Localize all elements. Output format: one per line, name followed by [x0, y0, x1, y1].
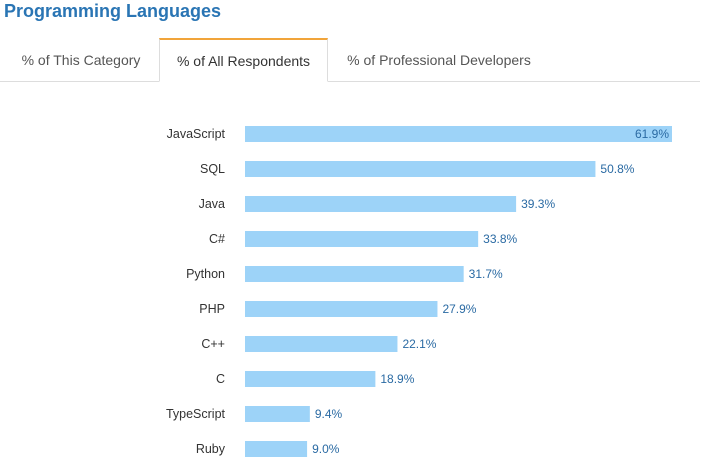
value-label: 22.1%: [402, 337, 436, 351]
category-label: JavaScript: [167, 127, 226, 141]
bar[interactable]: [245, 371, 376, 387]
bar[interactable]: [245, 441, 308, 457]
tab-this-category[interactable]: % of This Category: [21, 52, 141, 68]
page-title: Programming Languages: [4, 1, 222, 21]
bar[interactable]: [245, 231, 479, 247]
tab-professional-developers[interactable]: % of Professional Developers: [347, 52, 531, 68]
bar[interactable]: [245, 301, 438, 317]
category-label: C: [216, 372, 225, 386]
category-label: SQL: [200, 162, 225, 176]
value-label: 31.7%: [469, 267, 503, 281]
category-label: TypeScript: [166, 407, 226, 421]
bar[interactable]: [245, 126, 672, 142]
category-label: PHP: [199, 302, 225, 316]
value-label: 39.3%: [521, 197, 555, 211]
bar[interactable]: [245, 336, 398, 352]
bar[interactable]: [245, 196, 517, 212]
category-label: C#: [209, 232, 225, 246]
value-label: 61.9%: [635, 127, 669, 141]
category-label: Ruby: [196, 442, 226, 456]
bar[interactable]: [245, 161, 596, 177]
value-label: 9.4%: [315, 407, 343, 421]
bar[interactable]: [245, 406, 310, 422]
bar[interactable]: [245, 266, 464, 282]
tab-bar: % of This Category % of All Respondents …: [0, 38, 700, 82]
value-label: 9.0%: [312, 442, 340, 456]
category-label: C++: [201, 337, 225, 351]
value-label: 50.8%: [600, 162, 634, 176]
bar-chart: JavaScript 61.9% SQL 50.8% Java 39.3% C# 33.8% P…: [166, 126, 672, 457]
value-label: 33.8%: [483, 232, 517, 246]
category-label: Java: [199, 197, 225, 211]
category-label: Python: [186, 267, 225, 281]
tab-all-respondents[interactable]: % of All Respondents: [159, 38, 328, 82]
value-label: 18.9%: [380, 372, 414, 386]
value-label: 27.9%: [442, 302, 476, 316]
